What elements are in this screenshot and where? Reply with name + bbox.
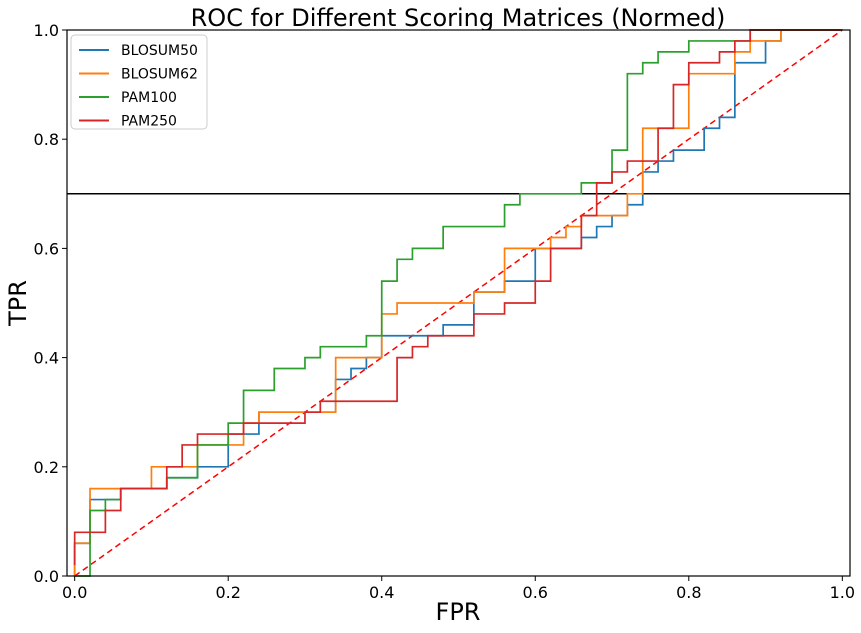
legend-label-blosum50: BLOSUM50 <box>121 43 198 59</box>
legend-label-pam100: PAM100 <box>121 90 177 106</box>
series-line-pam100 <box>74 29 843 577</box>
y-tick-label: 1.0 <box>34 21 59 40</box>
x-tick-label: 0.4 <box>369 583 394 602</box>
chart-title: ROC for Different Scoring Matrices (Norm… <box>191 4 726 32</box>
plot-frame <box>66 29 851 577</box>
legend-label-pam250: PAM250 <box>121 114 177 130</box>
series-line-pam250 <box>73 29 843 566</box>
y-tick-label: 0.2 <box>34 458 59 477</box>
y-axis-ticks: 0.0 0.2 0.4 0.6 0.8 1.0 <box>34 21 67 586</box>
x-axis-title: FPR <box>436 598 481 626</box>
series-lines <box>73 29 843 577</box>
legend-label-blosum62: BLOSUM62 <box>121 67 198 83</box>
x-tick-label: 1.0 <box>830 583 855 602</box>
y-tick-label: 0.4 <box>34 349 59 368</box>
y-tick-label: 0.6 <box>34 239 59 258</box>
legend: BLOSUM50 BLOSUM62 PAM100 PAM250 <box>70 34 208 130</box>
x-tick-label: 0.6 <box>523 583 548 602</box>
legend-box <box>70 34 208 130</box>
x-axis-ticks: 0.0 0.2 0.4 0.6 0.8 1.0 <box>62 576 855 602</box>
y-tick-label: 0.0 <box>34 567 59 586</box>
y-axis-title: TPR <box>4 280 32 327</box>
y-tick-label: 0.8 <box>34 130 59 149</box>
series-line-blosum62 <box>73 29 843 576</box>
x-tick-label: 0.2 <box>215 583 240 602</box>
x-tick-label: 0.8 <box>676 583 701 602</box>
x-tick-label: 0.0 <box>62 583 87 602</box>
